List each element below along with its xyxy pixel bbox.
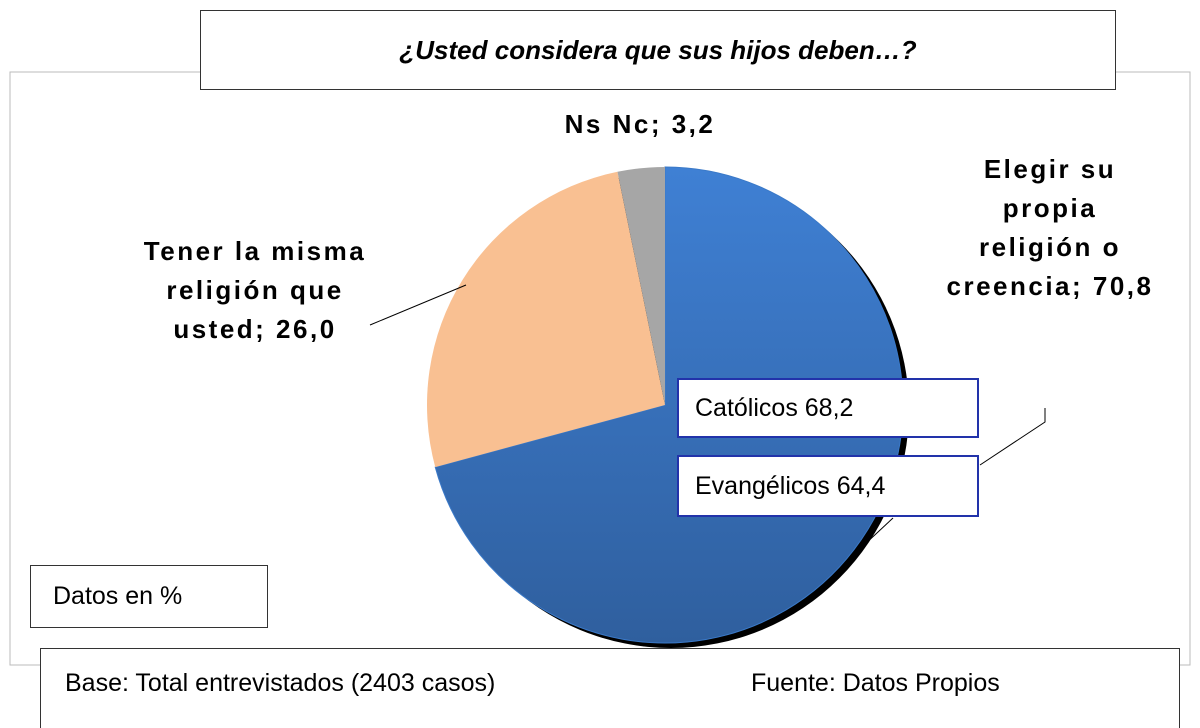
leader-line: [369, 284, 467, 326]
pie-slice: [617, 167, 665, 405]
data-label: Ns Nc; 3,2: [564, 109, 716, 139]
pie-slice: [434, 166, 904, 644]
data-label: Tener la misma religión que usted; 26,0: [143, 236, 367, 344]
leader-line: [847, 517, 894, 561]
chart-title: ¿Usted considera que sus hijos deben…?: [200, 10, 1116, 90]
annotation: Datos en %: [30, 565, 268, 628]
leader-line: [979, 408, 1046, 466]
annotation: Católicos 68,2: [677, 378, 979, 438]
data-label: Elegir su propia religión o creencia; 70…: [946, 154, 1154, 301]
pie-slice: [426, 171, 665, 468]
annotation: Base: Total entrevistados (2403 casos): [65, 669, 496, 697]
footer: Base: Total entrevistados (2403 casos) F…: [40, 648, 1180, 728]
annotation: Evangélicos 64,4: [677, 455, 979, 517]
annotation: Fuente: Datos Propios: [751, 669, 1000, 697]
pie: [426, 166, 909, 648]
